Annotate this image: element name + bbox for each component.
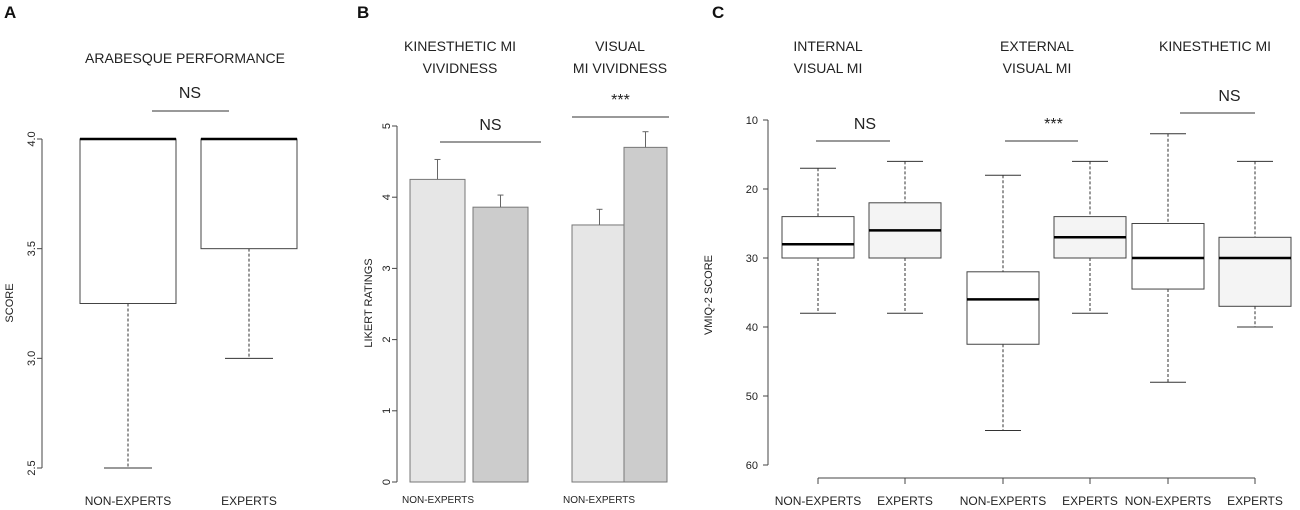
panel-letter-a: A — [4, 3, 16, 22]
panel-b: LIKERT RATINGS 0 1 2 3 4 5 KINESTHETIC MI VIVID… — [363, 38, 669, 506]
panel-a-y-tick-label: 2.5 — [26, 460, 38, 475]
panel-b-y-tick-label: 3 — [381, 265, 393, 271]
panel-c-y-axis-label: VMIQ-2 SCORE — [703, 255, 715, 335]
panel-b-significance-label: *** — [611, 92, 630, 109]
panel-c-significance-label: *** — [1044, 116, 1063, 133]
panel-b-bar-experts — [623, 146, 668, 483]
panel-c-experts-box — [1218, 236, 1292, 307]
panel-b-group-title: KINESTHETIC MI — [404, 38, 516, 54]
panel-c-group-title: VISUAL MI — [794, 60, 863, 76]
panel-c-y-tick-label: 40 — [746, 322, 758, 334]
panel-c-group-title: EXTERNAL — [1000, 38, 1074, 54]
panel-b-x-label: NON-EXPERTS — [402, 495, 474, 506]
panel-b-group-title: MI VIVIDNESS — [573, 60, 667, 76]
panel-b-bar-experts — [472, 206, 529, 483]
panel-b-significance-label: NS — [479, 117, 501, 134]
panel-a-y-axis-label: SCORE — [4, 283, 16, 322]
panel-c-non-experts-box — [781, 216, 855, 259]
panel-a-y-tick-label: 3.0 — [26, 351, 38, 366]
panel-b-bar-non-experts — [571, 224, 628, 483]
panel-c-non-experts-box — [966, 271, 1040, 345]
panel-c-x-label: EXPERTS — [1062, 494, 1118, 508]
panel-a-x-label: EXPERTS — [221, 494, 277, 508]
panel-b-y-tick-label: 5 — [381, 123, 393, 129]
panel-letter-b: B — [357, 3, 369, 22]
panel-b-bar-non-experts — [409, 178, 466, 483]
panel-b-x-label: NON-EXPERTS — [563, 495, 635, 506]
panel-b-y-tick-label: 4 — [381, 194, 393, 200]
panel-b-group-title: VIVIDNESS — [423, 60, 498, 76]
panel-c-x-label: NON-EXPERTS — [960, 494, 1046, 508]
panel-a-title: ARABESQUE PERFORMANCE — [85, 50, 285, 66]
panel-c-group-title: VISUAL MI — [1003, 60, 1072, 76]
panel-c-group-title: KINESTHETIC MI — [1159, 38, 1271, 54]
panel-b-y-tick-label: 0 — [381, 479, 393, 485]
panel-a-x-label: NON-EXPERTS — [85, 494, 171, 508]
panel-b-y-tick-label: 1 — [381, 408, 393, 414]
panel-b-y-axis-label: LIKERT RATINGS — [363, 258, 375, 347]
panel-b-y-tick-label: 2 — [381, 337, 393, 343]
panel-c-y-tick-label: 50 — [746, 391, 758, 403]
panel-a-experts-box — [200, 138, 298, 250]
panel-c-x-label: EXPERTS — [1227, 494, 1283, 508]
panel-a-y-tick-label: 3.5 — [26, 241, 38, 256]
panel-c-y-tick-label: 60 — [746, 460, 758, 472]
panel-c-x-label: NON-EXPERTS — [775, 494, 861, 508]
panel-c-x-label: EXPERTS — [877, 494, 933, 508]
panel-c-significance-label: NS — [854, 116, 876, 133]
panel-a-non-experts-box — [79, 138, 177, 304]
panel-a-significance-label: NS — [179, 85, 201, 102]
panel-c-significance-label: NS — [1218, 88, 1240, 105]
panel-c-x-label: NON-EXPERTS — [1125, 494, 1211, 508]
panel-a-y-tick-label: 4.0 — [26, 131, 38, 146]
panel-c-y-tick-label: 20 — [746, 184, 758, 196]
panel-b-group-title: VISUAL — [595, 38, 645, 54]
panel-c-group-title: INTERNAL — [793, 38, 862, 54]
panel-a: ARABESQUE PERFORMANCE SCORE 2.5 3.0 3.5 4.0… — [4, 50, 298, 508]
panel-letter-c: C — [712, 3, 724, 22]
panel-c-non-experts-box — [1131, 223, 1205, 290]
panel-c: VMIQ-2 SCORE 10 20 30 40 50 60 INTERNAL VISUAL … — [703, 38, 1292, 508]
panel-c-y-tick-label: 30 — [746, 253, 758, 265]
panel-c-y-tick-label: 10 — [746, 115, 758, 127]
